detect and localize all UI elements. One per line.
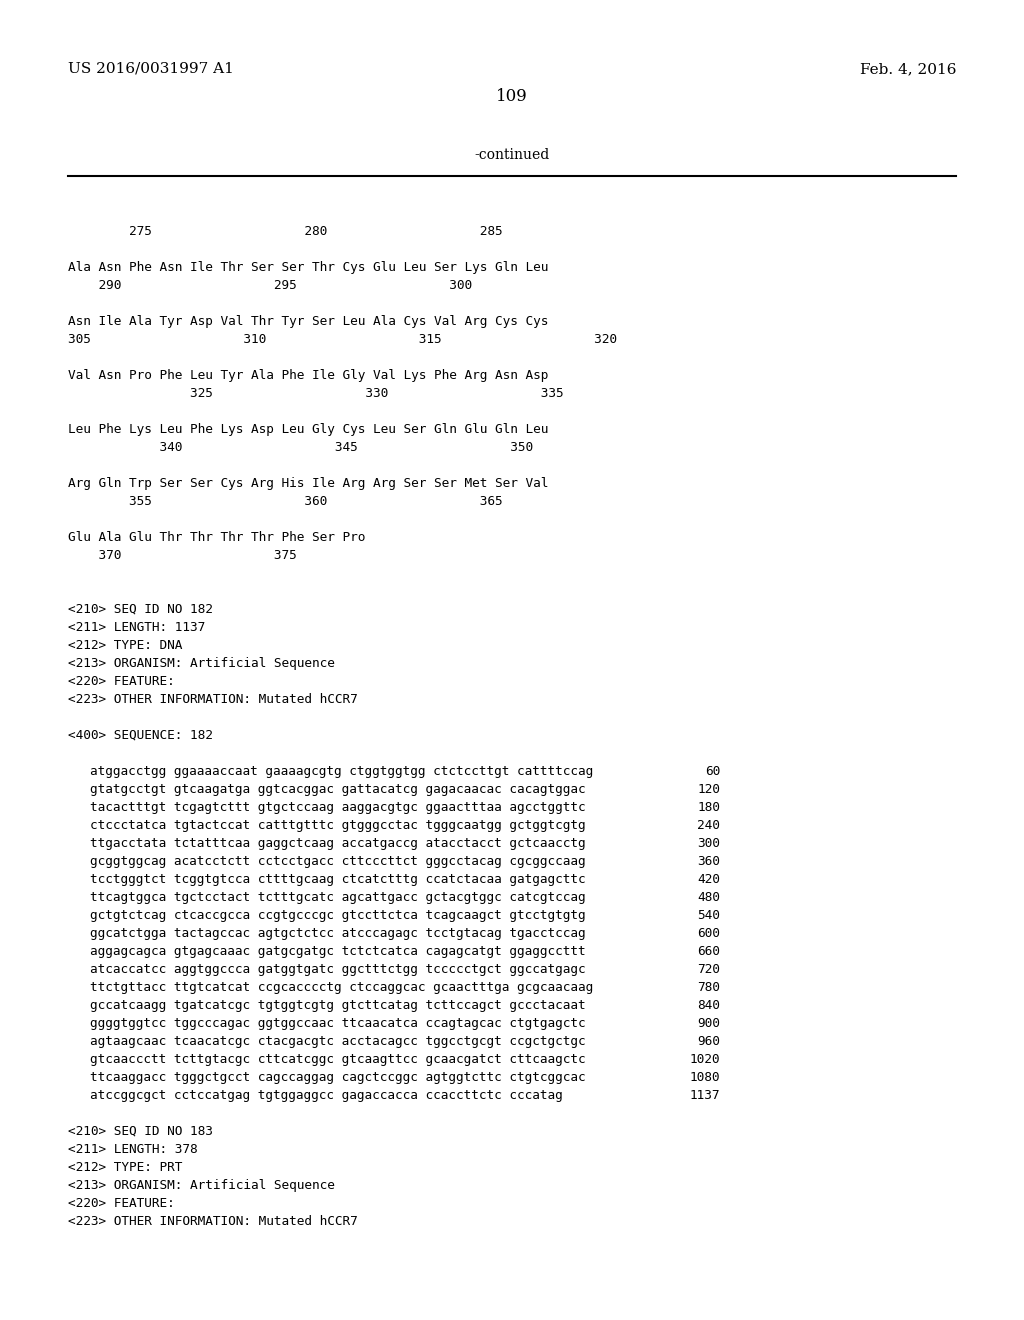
Text: gccatcaagg tgatcatcgc tgtggtcgtg gtcttcatag tcttccagct gccctacaat: gccatcaagg tgatcatcgc tgtggtcgtg gtcttca… [90, 999, 586, 1012]
Text: <220> FEATURE:: <220> FEATURE: [68, 675, 175, 688]
Text: <212> TYPE: DNA: <212> TYPE: DNA [68, 639, 182, 652]
Text: <210> SEQ ID NO 183: <210> SEQ ID NO 183 [68, 1125, 213, 1138]
Text: 1080: 1080 [689, 1071, 720, 1084]
Text: 305                    310                    315                    320: 305 310 315 320 [68, 333, 617, 346]
Text: Ala Asn Phe Asn Ile Thr Ser Ser Thr Cys Glu Leu Ser Lys Gln Leu: Ala Asn Phe Asn Ile Thr Ser Ser Thr Cys … [68, 261, 549, 275]
Text: Arg Gln Trp Ser Ser Cys Arg His Ile Arg Arg Ser Ser Met Ser Val: Arg Gln Trp Ser Ser Cys Arg His Ile Arg … [68, 477, 549, 490]
Text: Val Asn Pro Phe Leu Tyr Ala Phe Ile Gly Val Lys Phe Arg Asn Asp: Val Asn Pro Phe Leu Tyr Ala Phe Ile Gly … [68, 370, 549, 381]
Text: 120: 120 [697, 783, 720, 796]
Text: 325                    330                    335: 325 330 335 [68, 387, 563, 400]
Text: Asn Ile Ala Tyr Asp Val Thr Tyr Ser Leu Ala Cys Val Arg Cys Cys: Asn Ile Ala Tyr Asp Val Thr Tyr Ser Leu … [68, 315, 549, 327]
Text: <220> FEATURE:: <220> FEATURE: [68, 1197, 175, 1210]
Text: Leu Phe Lys Leu Phe Lys Asp Leu Gly Cys Leu Ser Gln Glu Gln Leu: Leu Phe Lys Leu Phe Lys Asp Leu Gly Cys … [68, 422, 549, 436]
Text: ggggtggtcc tggcccagac ggtggccaac ttcaacatca ccagtagcac ctgtgagctc: ggggtggtcc tggcccagac ggtggccaac ttcaaca… [90, 1016, 586, 1030]
Text: gtatgcctgt gtcaagatga ggtcacggac gattacatcg gagacaacac cacagtggac: gtatgcctgt gtcaagatga ggtcacggac gattaca… [90, 783, 586, 796]
Text: 660: 660 [697, 945, 720, 958]
Text: 720: 720 [697, 964, 720, 975]
Text: 370                    375: 370 375 [68, 549, 297, 562]
Text: 1137: 1137 [689, 1089, 720, 1102]
Text: aggagcagca gtgagcaaac gatgcgatgc tctctcatca cagagcatgt ggaggccttt: aggagcagca gtgagcaaac gatgcgatgc tctctca… [90, 945, 586, 958]
Text: <223> OTHER INFORMATION: Mutated hCCR7: <223> OTHER INFORMATION: Mutated hCCR7 [68, 693, 357, 706]
Text: 840: 840 [697, 999, 720, 1012]
Text: 420: 420 [697, 873, 720, 886]
Text: gcggtggcag acatcctctt cctcctgacc cttcccttct gggcctacag cgcggccaag: gcggtggcag acatcctctt cctcctgacc cttccct… [90, 855, 586, 869]
Text: ttcaaggacc tgggctgcct cagccaggag cagctccggc agtggtcttc ctgtcggcac: ttcaaggacc tgggctgcct cagccaggag cagctcc… [90, 1071, 586, 1084]
Text: tacactttgt tcgagtcttt gtgctccaag aaggacgtgc ggaactttaa agcctggttc: tacactttgt tcgagtcttt gtgctccaag aaggacg… [90, 801, 586, 814]
Text: ttgacctata tctatttcaa gaggctcaag accatgaccg atacctacct gctcaacctg: ttgacctata tctatttcaa gaggctcaag accatga… [90, 837, 586, 850]
Text: 480: 480 [697, 891, 720, 904]
Text: 600: 600 [697, 927, 720, 940]
Text: gctgtctcag ctcaccgcca ccgtgcccgc gtccttctca tcagcaagct gtcctgtgtg: gctgtctcag ctcaccgcca ccgtgcccgc gtccttc… [90, 909, 586, 921]
Text: -continued: -continued [474, 148, 550, 162]
Text: agtaagcaac tcaacatcgc ctacgacgtc acctacagcc tggcctgcgt ccgctgctgc: agtaagcaac tcaacatcgc ctacgacgtc acctaca… [90, 1035, 586, 1048]
Text: 780: 780 [697, 981, 720, 994]
Text: <223> OTHER INFORMATION: Mutated hCCR7: <223> OTHER INFORMATION: Mutated hCCR7 [68, 1214, 357, 1228]
Text: gtcaaccctt tcttgtacgc cttcatcggc gtcaagttcc gcaacgatct cttcaagctc: gtcaaccctt tcttgtacgc cttcatcggc gtcaagt… [90, 1053, 586, 1067]
Text: 540: 540 [697, 909, 720, 921]
Text: 900: 900 [697, 1016, 720, 1030]
Text: 60: 60 [705, 766, 720, 777]
Text: <210> SEQ ID NO 182: <210> SEQ ID NO 182 [68, 603, 213, 616]
Text: 275                    280                    285: 275 280 285 [68, 224, 503, 238]
Text: ctccctatca tgtactccat catttgtttc gtgggcctac tgggcaatgg gctggtcgtg: ctccctatca tgtactccat catttgtttc gtgggcc… [90, 818, 586, 832]
Text: tcctgggtct tcggtgtcca cttttgcaag ctcatctttg ccatctacaa gatgagcttc: tcctgggtct tcggtgtcca cttttgcaag ctcatct… [90, 873, 586, 886]
Text: ttcagtggca tgctcctact tctttgcatc agcattgacc gctacgtggc catcgtccag: ttcagtggca tgctcctact tctttgcatc agcattg… [90, 891, 586, 904]
Text: <400> SEQUENCE: 182: <400> SEQUENCE: 182 [68, 729, 213, 742]
Text: ggcatctgga tactagccac agtgctctcc atcccagagc tcctgtacag tgacctccag: ggcatctgga tactagccac agtgctctcc atcccag… [90, 927, 586, 940]
Text: atccggcgct cctccatgag tgtggaggcc gagaccacca ccaccttctc cccatag: atccggcgct cctccatgag tgtggaggcc gagacca… [90, 1089, 563, 1102]
Text: <213> ORGANISM: Artificial Sequence: <213> ORGANISM: Artificial Sequence [68, 1179, 335, 1192]
Text: 360: 360 [697, 855, 720, 869]
Text: Feb. 4, 2016: Feb. 4, 2016 [859, 62, 956, 77]
Text: atggacctgg ggaaaaccaat gaaaagcgtg ctggtggtgg ctctccttgt cattttccag: atggacctgg ggaaaaccaat gaaaagcgtg ctggtg… [90, 766, 593, 777]
Text: <211> LENGTH: 378: <211> LENGTH: 378 [68, 1143, 198, 1156]
Text: US 2016/0031997 A1: US 2016/0031997 A1 [68, 62, 233, 77]
Text: 180: 180 [697, 801, 720, 814]
Text: <212> TYPE: PRT: <212> TYPE: PRT [68, 1162, 182, 1173]
Text: 109: 109 [496, 88, 528, 106]
Text: 1020: 1020 [689, 1053, 720, 1067]
Text: 340                    345                    350: 340 345 350 [68, 441, 534, 454]
Text: 355                    360                    365: 355 360 365 [68, 495, 503, 508]
Text: 290                    295                    300: 290 295 300 [68, 279, 472, 292]
Text: 240: 240 [697, 818, 720, 832]
Text: 960: 960 [697, 1035, 720, 1048]
Text: atcaccatcc aggtggccca gatggtgatc ggctttctgg tccccctgct ggccatgagc: atcaccatcc aggtggccca gatggtgatc ggctttc… [90, 964, 586, 975]
Text: <211> LENGTH: 1137: <211> LENGTH: 1137 [68, 620, 205, 634]
Text: ttctgttacc ttgtcatcat ccgcacccctg ctccaggcac gcaactttga gcgcaacaag: ttctgttacc ttgtcatcat ccgcacccctg ctccag… [90, 981, 593, 994]
Text: <213> ORGANISM: Artificial Sequence: <213> ORGANISM: Artificial Sequence [68, 657, 335, 671]
Text: Glu Ala Glu Thr Thr Thr Thr Phe Ser Pro: Glu Ala Glu Thr Thr Thr Thr Phe Ser Pro [68, 531, 366, 544]
Text: 300: 300 [697, 837, 720, 850]
